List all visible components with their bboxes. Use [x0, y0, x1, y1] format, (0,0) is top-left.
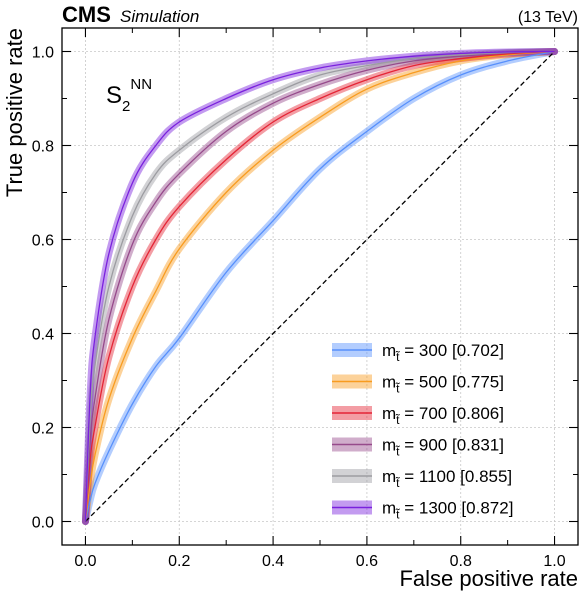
series-line-900: [84, 50, 555, 522]
legend-label-300: mt̃ = 300 [0.702]: [382, 341, 504, 364]
y-axis-label: True positive rate: [2, 28, 27, 197]
y-tick-label: 0.8: [32, 139, 54, 156]
x-tick-label: 0.2: [168, 553, 190, 570]
series-line-700: [84, 50, 555, 522]
x-axis-label: False positive rate: [399, 566, 578, 591]
y-tick-label: 0.0: [32, 515, 54, 532]
legend-label-500: mt̃ = 500 [0.775]: [382, 373, 504, 396]
legend-label-1100: mt̃ = 1100 [0.855]: [382, 467, 512, 490]
legend-label-700: mt̃ = 700 [0.806]: [382, 404, 504, 427]
annotation-subscript: 2: [122, 98, 130, 115]
annotation-s: S2NN: [106, 76, 152, 115]
y-tick-label: 0.4: [32, 327, 54, 344]
legend: mt̃ = 300 [0.702] mt̃ = 500 [0.775] mt̃ = …: [332, 341, 513, 522]
legend-label-1300: mt̃ = 1300 [0.872]: [382, 499, 513, 522]
ticks: 0.0 0.2 0.4 0.6 0.8 1.0 0.0 0.2 0.4 0.6 0.8 1.0: [32, 28, 578, 570]
series-lines: [84, 50, 556, 522]
cms-label: CMS: [62, 2, 111, 27]
random-classifier-line: [84, 51, 556, 522]
series-line-1300: [84, 50, 555, 522]
x-tick-label: 0.8: [450, 553, 472, 570]
simulation-label: Simulation: [120, 7, 199, 26]
series-line-500: [84, 50, 555, 522]
grid: [62, 28, 578, 545]
annotation-base: S: [106, 82, 122, 109]
x-tick-label: 0.4: [262, 553, 284, 570]
y-tick-label: 0.6: [32, 233, 54, 250]
x-tick-label: 0.6: [356, 553, 378, 570]
series-line-300: [84, 50, 555, 522]
x-tick-label: 0.0: [74, 553, 96, 570]
legend-label-900: mt̃ = 900 [0.831]: [382, 436, 504, 459]
y-tick-label: 0.2: [32, 421, 54, 438]
series-line-1100: [84, 50, 555, 522]
y-tick-label: 1.0: [32, 45, 54, 62]
x-tick-label: 1.0: [543, 553, 565, 570]
annotation-superscript: NN: [130, 76, 152, 93]
energy-label: (13 TeV): [518, 9, 578, 26]
